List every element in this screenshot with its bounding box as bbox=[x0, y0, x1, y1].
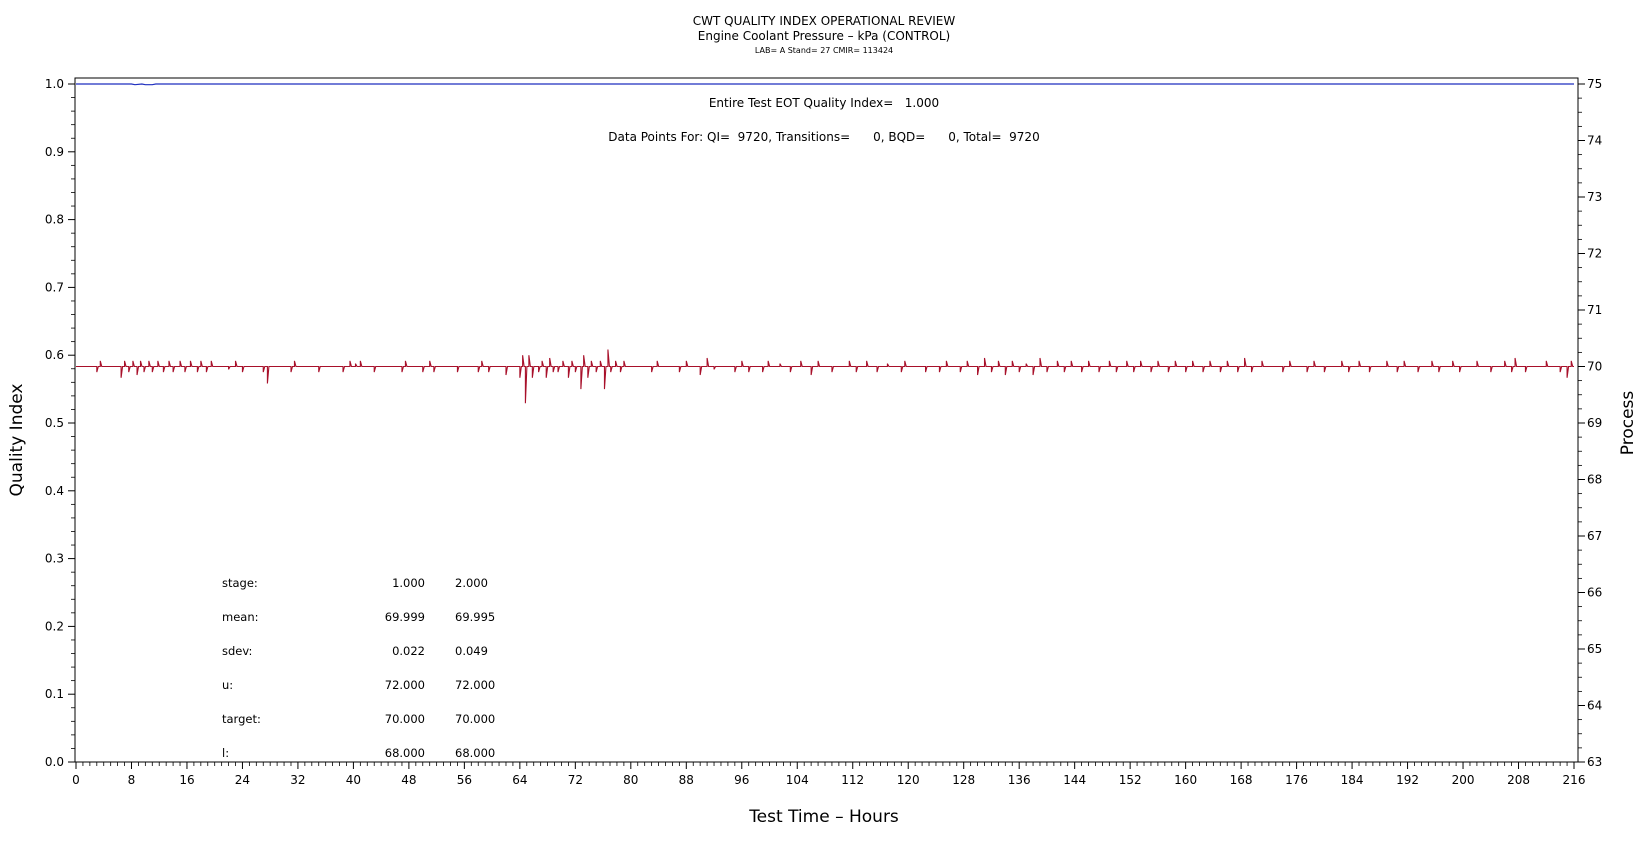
series-layer bbox=[76, 83, 1574, 404]
stats-row-value: 70.000 bbox=[385, 712, 425, 726]
plot-frame bbox=[74, 77, 1579, 763]
chart-subtitle: Engine Coolant Pressure – kPa (CONTROL) bbox=[698, 29, 950, 43]
y2-tick-label: 64 bbox=[1587, 699, 1602, 713]
stats-row-value: 69.999 bbox=[385, 610, 425, 624]
x-tick-label: 0 bbox=[72, 773, 80, 787]
y-tick-label: 0.9 bbox=[45, 145, 64, 159]
x-tick-label: 32 bbox=[290, 773, 305, 787]
stats-row-value: 72.000 bbox=[385, 678, 425, 692]
x-tick-label: 8 bbox=[128, 773, 136, 787]
y2-tick-label: 73 bbox=[1587, 190, 1602, 204]
data-points-note: Data Points For: QI= 9720, Transitions= … bbox=[608, 130, 1039, 144]
stats-table: stage: 1.000 2.000 mean: 69.999 69.995 sdev: 0.… bbox=[222, 576, 495, 760]
x-tick-label: 192 bbox=[1396, 773, 1419, 787]
x-tick-label: 160 bbox=[1174, 773, 1197, 787]
x-axis: 0 8 16 24 32 40 48 56 64 72 80 88 96 104 112 120 128 136 1… bbox=[72, 762, 1585, 787]
stats-row-label: u: bbox=[222, 678, 233, 692]
y2-tick-label: 63 bbox=[1587, 755, 1602, 769]
x-tick-label: 48 bbox=[401, 773, 416, 787]
y-axis-left: 0.0 0.1 0.2 0.3 0.4 0.5 0.6 0.7 0.8 0.9 1.0 bbox=[45, 77, 75, 769]
x-tick-label: 112 bbox=[841, 773, 864, 787]
quality-index-series-line bbox=[76, 83, 1574, 86]
y2-tick-label: 65 bbox=[1587, 642, 1602, 656]
x-tick-label: 176 bbox=[1285, 773, 1308, 787]
y2-tick-label: 66 bbox=[1587, 586, 1602, 600]
x-tick-label: 96 bbox=[734, 773, 749, 787]
y-tick-label: 0.1 bbox=[45, 687, 64, 701]
y-tick-label: 1.0 bbox=[45, 77, 64, 91]
x-tick-label: 56 bbox=[457, 773, 472, 787]
x-tick-label: 216 bbox=[1563, 773, 1586, 787]
stats-row-value: 69.995 bbox=[455, 610, 495, 624]
y2-tick-label: 74 bbox=[1587, 134, 1602, 148]
x-tick-label: 72 bbox=[568, 773, 583, 787]
y2-tick-label: 75 bbox=[1587, 77, 1602, 91]
y2-tick-label: 67 bbox=[1587, 529, 1602, 543]
x-tick-label: 128 bbox=[952, 773, 975, 787]
y2-tick-label: 72 bbox=[1587, 247, 1602, 261]
stats-row-label: sdev: bbox=[222, 644, 252, 658]
stats-row-value: 1.000 bbox=[392, 576, 425, 590]
y-tick-label: 0.6 bbox=[45, 348, 64, 362]
x-axis-label: Test Time – Hours bbox=[748, 807, 899, 827]
x-tick-label: 168 bbox=[1230, 773, 1253, 787]
y-tick-label: 0.3 bbox=[45, 552, 64, 566]
y-tick-label: 0.8 bbox=[45, 213, 64, 227]
stats-row-label: mean: bbox=[222, 610, 259, 624]
x-tick-label: 80 bbox=[623, 773, 638, 787]
stats-row-label: target: bbox=[222, 712, 261, 726]
stats-row-value: 0.022 bbox=[392, 644, 425, 658]
chart-subtitle-ids: LAB= A Stand= 27 CMIR= 113424 bbox=[755, 46, 893, 55]
y-tick-label: 0.0 bbox=[45, 755, 64, 769]
y-tick-label: 0.4 bbox=[45, 484, 64, 498]
y-tick-label: 0.5 bbox=[45, 416, 64, 430]
y-tick-label: 0.7 bbox=[45, 280, 64, 294]
x-tick-label: 120 bbox=[897, 773, 920, 787]
y2-tick-label: 71 bbox=[1587, 303, 1602, 317]
x-tick-label: 104 bbox=[786, 773, 809, 787]
x-tick-label: 200 bbox=[1452, 773, 1475, 787]
y-axis-right: 63 64 65 66 67 68 69 70 71 72 73 74 75 bbox=[1578, 77, 1602, 769]
stats-row-value: 70.000 bbox=[455, 712, 495, 726]
stats-row-label: stage: bbox=[222, 576, 258, 590]
stats-row-value: 72.000 bbox=[455, 678, 495, 692]
x-tick-label: 24 bbox=[235, 773, 250, 787]
stats-row-value: 2.000 bbox=[455, 576, 488, 590]
stats-row-value: 68.000 bbox=[455, 746, 495, 760]
y-tick-label: 0.2 bbox=[45, 619, 64, 633]
stats-row-value: 68.000 bbox=[385, 746, 425, 760]
y2-tick-label: 70 bbox=[1587, 360, 1602, 374]
y2-axis-label: Process bbox=[1618, 391, 1638, 456]
stats-row-value: 0.049 bbox=[455, 644, 488, 658]
y2-tick-label: 68 bbox=[1587, 473, 1602, 487]
x-tick-label: 208 bbox=[1507, 773, 1530, 787]
y2-tick-label: 69 bbox=[1587, 416, 1602, 430]
x-tick-label: 184 bbox=[1341, 773, 1364, 787]
x-tick-label: 40 bbox=[346, 773, 361, 787]
x-tick-label: 88 bbox=[679, 773, 694, 787]
x-tick-label: 136 bbox=[1008, 773, 1031, 787]
chart-title: CWT QUALITY INDEX OPERATIONAL REVIEW bbox=[693, 14, 956, 28]
x-tick-label: 144 bbox=[1063, 773, 1086, 787]
stats-row-label: l: bbox=[222, 746, 229, 760]
process-series-line bbox=[76, 349, 1574, 404]
eot-quality-index-note: Entire Test EOT Quality Index= 1.000 bbox=[709, 96, 939, 110]
x-tick-label: 64 bbox=[512, 773, 527, 787]
x-tick-label: 152 bbox=[1119, 773, 1142, 787]
x-tick-label: 16 bbox=[179, 773, 194, 787]
y-axis-label: Quality Index bbox=[7, 384, 27, 497]
